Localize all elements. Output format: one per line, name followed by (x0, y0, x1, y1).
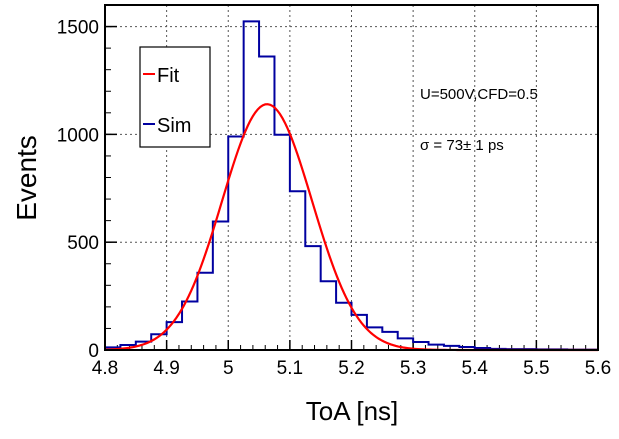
legend-box (139, 46, 211, 148)
y-tick-label: 1000 (57, 125, 99, 146)
legend: Fit Sim (139, 46, 211, 148)
x-tick-label: 4.8 (92, 358, 118, 379)
y-axis-label: Events (11, 135, 42, 221)
y-tick-label: 500 (67, 233, 99, 254)
x-tick-label: 5.3 (400, 358, 426, 379)
x-tick-label: 4.9 (153, 358, 179, 379)
x-tick-label: 5.1 (277, 358, 303, 379)
annotation-conditions: U=500V,CFD=0.5 (420, 86, 538, 103)
annotation-sigma: σ = 73± 1 ps (420, 137, 504, 154)
y-tick-label: 1500 (57, 18, 99, 39)
legend-sim-label: Sim (157, 115, 191, 137)
y-tick-label: 0 (88, 341, 99, 362)
legend-fit-label: Fit (157, 65, 180, 87)
x-tick-label: 5.6 (585, 358, 611, 379)
plot-frame (104, 4, 599, 351)
x-tick-label: 5 (223, 358, 234, 379)
x-tick-label: 5.4 (462, 358, 489, 379)
x-axis-label: ToA [ns] (306, 396, 399, 426)
x-tick-label: 5.2 (338, 358, 364, 379)
sim-histogram (104, 20, 598, 351)
x-tick-label: 5.5 (523, 358, 549, 379)
